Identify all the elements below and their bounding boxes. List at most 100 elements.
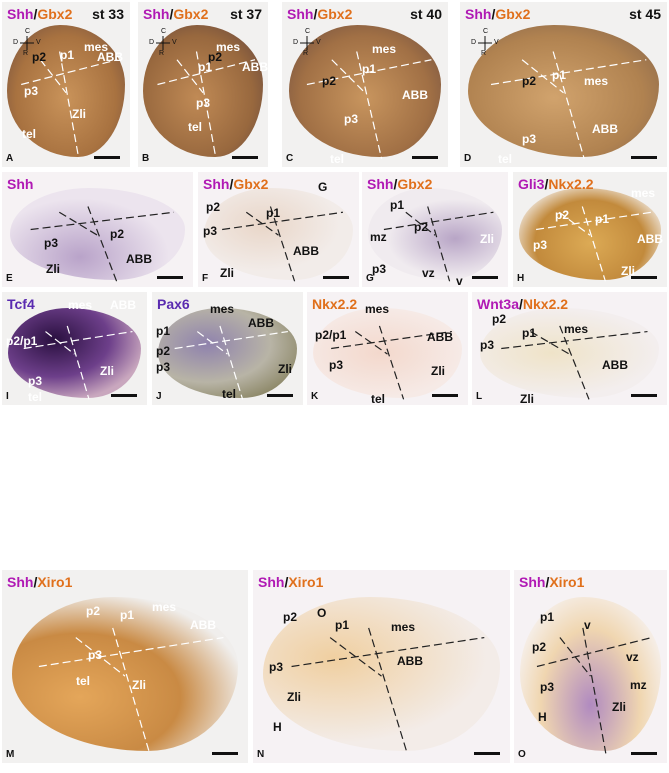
panel-title: Wnt3a/Nkx2.2 — [477, 296, 568, 312]
specimen-image — [7, 307, 142, 399]
region-label: p3 — [196, 96, 211, 110]
panel-title: Shh/Gbx2 — [7, 6, 72, 22]
boundary-line — [383, 211, 494, 231]
title-segment: Nkx2.2 — [522, 296, 569, 312]
panel-letter: N — [257, 749, 265, 760]
region-label: p2 — [522, 74, 537, 88]
region-label: v — [456, 274, 463, 287]
scale-bar — [432, 394, 458, 397]
title-segment: Gli3 — [518, 176, 545, 192]
boundary-line — [558, 211, 591, 236]
region-label: Zli — [621, 264, 635, 278]
title-segment: / — [313, 6, 318, 22]
region-label: mes — [564, 322, 589, 336]
region-label: p1 — [362, 62, 377, 76]
panel-k: Nkx2.2 mes p2/p1 ABB p3 Zli tel K — [307, 292, 468, 405]
boundary-line — [559, 325, 590, 400]
compass-label: V — [316, 39, 321, 46]
scale-bar — [232, 156, 258, 159]
region-label: O — [317, 606, 327, 620]
panel-title: Shh/Gbx2 — [143, 6, 208, 22]
title-segment: Gbx2 — [233, 176, 269, 192]
boundary-line — [530, 331, 570, 355]
panel-letter: K — [311, 391, 319, 402]
region-label: Zli — [72, 107, 86, 121]
region-label: p1 — [595, 212, 610, 226]
specimen-image — [479, 307, 660, 399]
title-segment: Pax6 — [157, 296, 190, 312]
boundary-line — [368, 627, 408, 754]
boundary-line — [30, 211, 174, 231]
title-segment: Gbx2 — [37, 6, 73, 22]
region-label: p1 — [120, 608, 135, 622]
region-label: mes — [152, 600, 177, 614]
specimen-image — [519, 188, 661, 281]
panel-letter: D — [464, 153, 472, 164]
boundary-line — [427, 206, 451, 282]
boundary-lines — [222, 206, 343, 282]
title-segment: / — [545, 574, 550, 590]
region-label: Zli — [480, 232, 494, 246]
compass-label: C — [483, 28, 489, 35]
boundary-line — [521, 59, 564, 94]
specimen-image — [313, 307, 462, 399]
boundary-line — [21, 59, 118, 86]
panel-letter: H — [517, 273, 525, 284]
region-label: tel — [498, 152, 513, 166]
panel-letter: M — [6, 749, 15, 760]
region-label: ABB — [110, 298, 136, 312]
region-label: p3 — [480, 338, 495, 352]
scale-bar — [631, 156, 657, 159]
panel-title: Gli3/Nkx2.2 — [518, 176, 594, 192]
region-label: H — [538, 710, 547, 724]
region-label: p1 — [522, 326, 537, 340]
specimen-image — [263, 597, 500, 752]
title-segment: Gbx2 — [495, 6, 531, 22]
region-label: p3 — [203, 224, 218, 238]
boundary-line — [219, 325, 244, 400]
stage-label: st 37 — [230, 6, 262, 22]
boundary-lines — [383, 206, 494, 282]
specimen-image — [468, 25, 659, 158]
title-segment: Gbx2 — [397, 176, 433, 192]
region-label: tel — [28, 390, 43, 404]
boundary-line — [536, 636, 652, 668]
region-label: ABB — [592, 122, 618, 136]
specimen-image — [204, 188, 353, 281]
title-segment: / — [284, 574, 289, 590]
title-segment: Shh — [143, 6, 170, 22]
panel-letter: G — [366, 273, 374, 284]
panel-title: Shh/Gbx2 — [367, 176, 432, 192]
panel-e: Shh p2 p3 ABB Zli E — [2, 172, 193, 287]
region-label: p2 — [283, 610, 298, 624]
compass-label: D — [149, 39, 155, 46]
scale-bar — [94, 156, 120, 159]
compass-label: V — [172, 39, 177, 46]
boundary-line — [581, 206, 606, 282]
boundary-line — [269, 206, 296, 282]
boundary-line — [59, 51, 80, 159]
boundary-line — [501, 330, 648, 350]
region-label: p2 — [414, 220, 429, 234]
boundary-lines — [331, 325, 452, 400]
region-label: p3 — [269, 660, 284, 674]
boundary-line — [112, 627, 151, 754]
boundary-line — [536, 211, 652, 231]
region-label: p3 — [88, 648, 103, 662]
scale-bar — [631, 276, 657, 279]
boundary-line — [552, 51, 585, 159]
title-segment: Shh — [7, 176, 34, 192]
region-label: ABB — [427, 330, 453, 344]
panel-title: Shh/Xiro1 — [7, 574, 72, 590]
compass-label: D — [471, 39, 477, 46]
region-label: G — [318, 180, 328, 194]
stage-label: st 40 — [410, 6, 442, 22]
panel-title: Shh/Gbx2 — [465, 6, 530, 22]
region-label: tel — [330, 152, 345, 166]
region-label: p2 — [86, 604, 101, 618]
